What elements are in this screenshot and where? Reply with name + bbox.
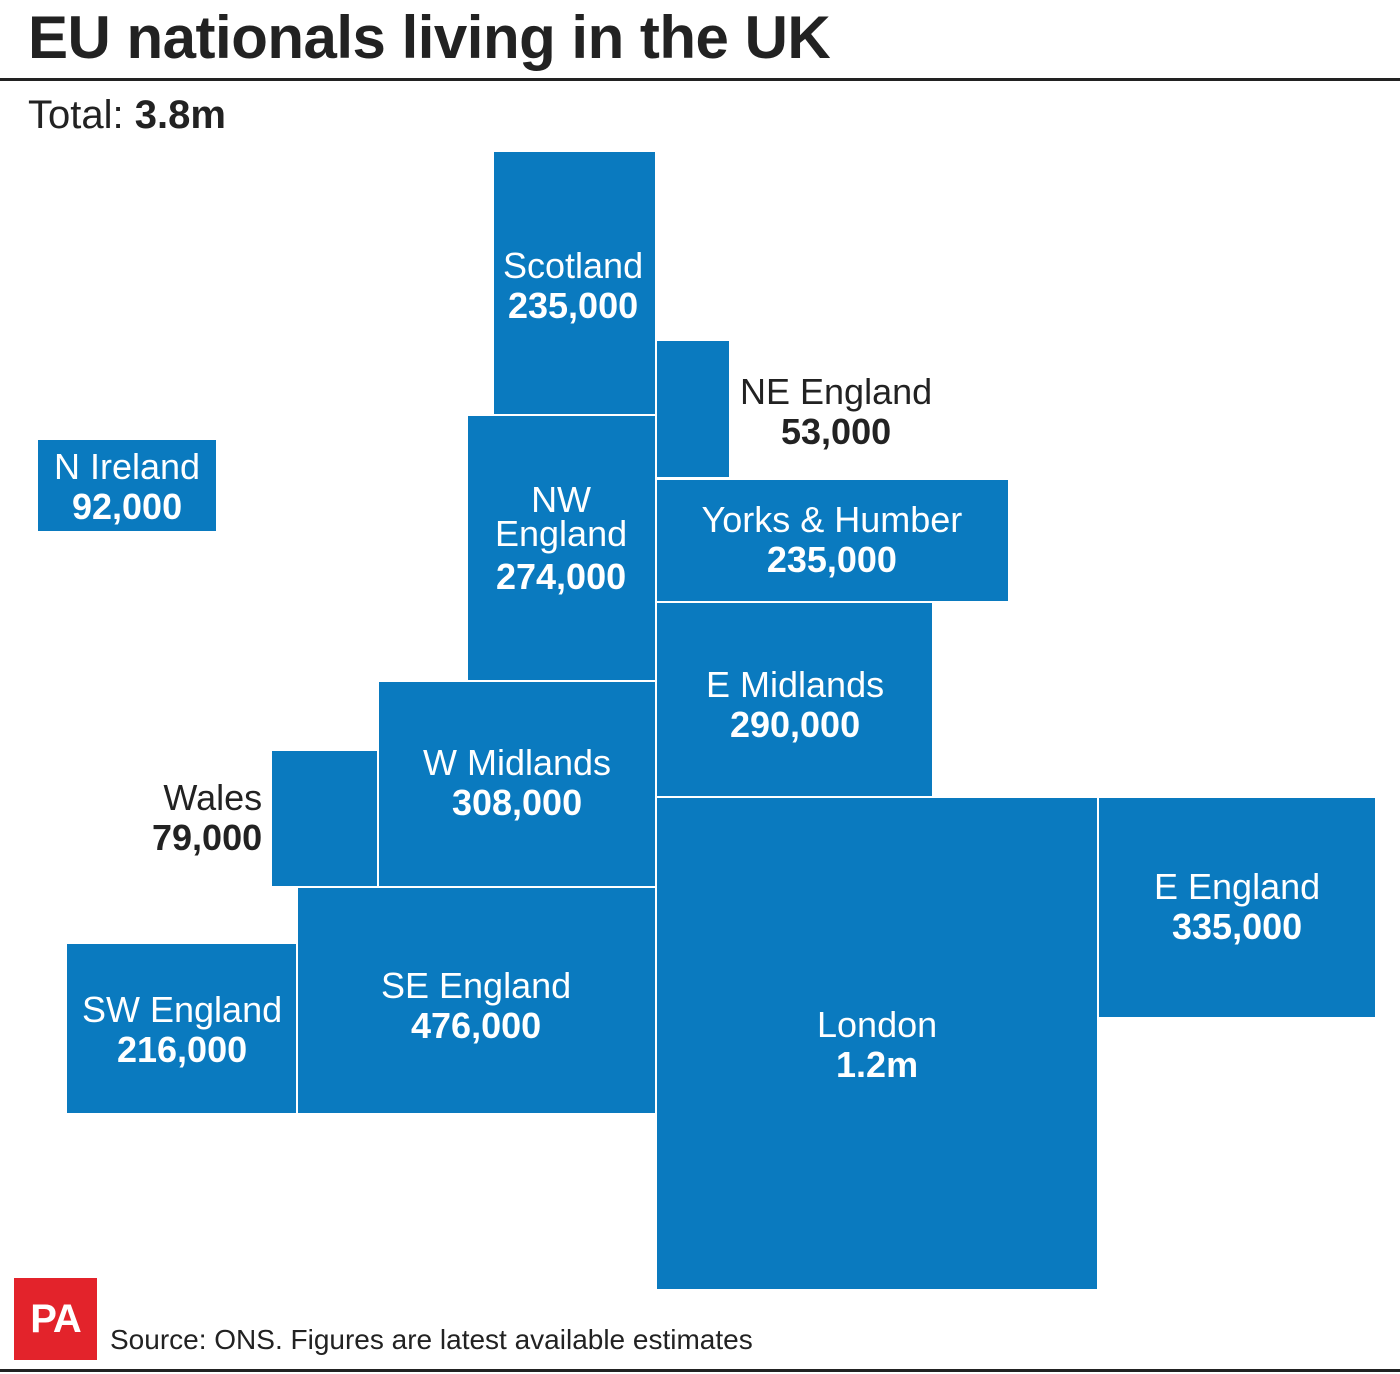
region-name: N Ireland: [54, 446, 201, 487]
source-note: Source: ONS. Figures are latest availabl…: [110, 1324, 753, 1355]
region-label-sw-england: SW England 216,000: [82, 990, 282, 1070]
region-name: Yorks & Humber: [701, 499, 963, 540]
region-value: 235,000: [766, 539, 897, 580]
region-value: 216,000: [116, 1029, 248, 1070]
region-name: NE England: [740, 371, 933, 412]
region-box-wales: [272, 751, 377, 886]
bottom-divider: [0, 1369, 1400, 1372]
region-value: 235,000: [507, 285, 639, 326]
region-box-yorks-and-humber: [657, 480, 1008, 601]
region-label-scotland: Scotland 235,000: [503, 246, 643, 326]
region-box-e-midlands: [657, 603, 932, 796]
region-name: W Midlands: [423, 742, 612, 783]
region-box-ne-england: [657, 341, 729, 477]
chart-title: EU nationals living in the UK: [28, 4, 831, 71]
region-name: SW England: [82, 989, 283, 1030]
region-label-yorks-and-humber: Yorks & Humber 235,000: [702, 500, 963, 580]
region-value: 274,000: [495, 556, 627, 597]
region-label-e-england: E England 335,000: [1154, 867, 1320, 947]
region-name: Scotland: [503, 245, 644, 286]
region-box-sw-england: [67, 944, 296, 1113]
region-box-n-ireland: [38, 440, 216, 531]
region-label-e-midlands: E Midlands 290,000: [706, 665, 884, 745]
region-label-ne-england: NE England 53,000: [740, 372, 932, 452]
region-value: 290,000: [729, 704, 861, 745]
region-name: NW England: [495, 479, 628, 554]
region-box-se-england: [298, 888, 655, 1113]
region-value: 476,000: [411, 1005, 542, 1046]
region-label-n-ireland: N Ireland 92,000: [54, 447, 200, 527]
region-name: London: [817, 1004, 938, 1045]
region-name: E England: [1154, 866, 1321, 907]
region-value: 53,000: [781, 411, 892, 452]
pa-logo: PA: [14, 1278, 97, 1360]
region-label-london: London 1.2m: [817, 1005, 937, 1085]
region-label-se-england: SE England 476,000: [381, 966, 571, 1046]
region-value: 1.2m: [836, 1044, 919, 1085]
total-value: 3.8m: [134, 93, 226, 137]
region-box-london: [657, 798, 1097, 1289]
region-name: SE England: [381, 965, 572, 1006]
region-label-nw-england: NW England 274,000: [495, 479, 628, 597]
region-box-scotland: [494, 152, 655, 414]
total-label: Total:: [28, 93, 124, 137]
region-name: Wales: [163, 777, 263, 818]
region-name: E Midlands: [706, 664, 885, 705]
total-line: Total: 3.8m: [28, 90, 226, 140]
region-box-nw-england: [468, 416, 655, 680]
region-value: 79,000: [152, 817, 263, 858]
region-box-e-england: [1099, 798, 1375, 1017]
top-divider: [0, 78, 1400, 81]
region-box-w-midlands: [379, 682, 655, 886]
region-label-wales: Wales 79,000: [152, 778, 262, 858]
region-value: 335,000: [1172, 906, 1303, 947]
region-value: 308,000: [451, 782, 583, 823]
region-label-w-midlands: W Midlands 308,000: [423, 743, 611, 823]
region-value: 92,000: [71, 486, 183, 527]
